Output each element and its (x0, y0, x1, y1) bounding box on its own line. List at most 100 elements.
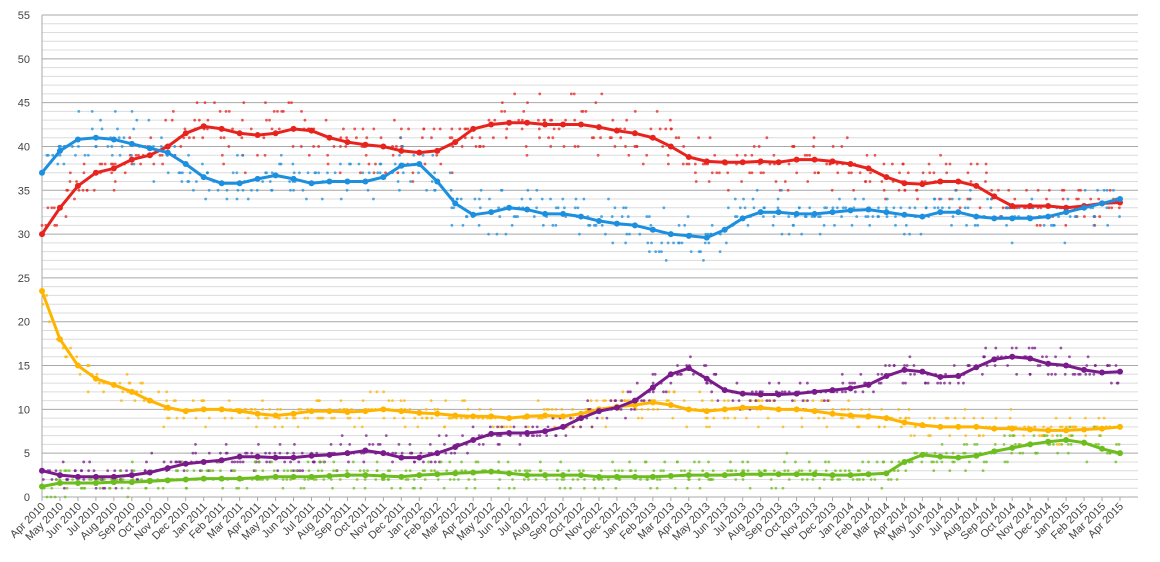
y-tick-label: 5 (24, 448, 30, 460)
poll-point (908, 232, 912, 236)
poll-point (957, 197, 961, 201)
trend-marker (254, 132, 261, 139)
poll-point (498, 425, 502, 429)
poll-point (933, 197, 937, 201)
poll-point (123, 171, 127, 175)
trend-marker (1081, 426, 1088, 433)
poll-point (160, 153, 164, 157)
poll-point (964, 469, 967, 473)
poll-point (885, 197, 889, 201)
poll-point (497, 486, 500, 490)
poll-point (498, 478, 502, 481)
trend-marker (182, 476, 189, 483)
poll-point (759, 171, 763, 175)
poll-point (432, 127, 436, 131)
poll-point (360, 425, 364, 429)
poll-point (372, 171, 376, 175)
poll-point (534, 478, 538, 481)
poll-point (236, 188, 240, 192)
poll-point (840, 145, 844, 148)
poll-point (268, 118, 271, 122)
poll-point (1092, 223, 1096, 227)
poll-point (398, 153, 401, 157)
poll-point (803, 153, 807, 157)
poll-point (257, 443, 260, 446)
poll-point (783, 460, 786, 464)
poll-point (338, 171, 342, 175)
poll-point (264, 451, 267, 455)
trend-marker (739, 404, 746, 411)
poll-point (152, 162, 156, 166)
poll-point (847, 171, 851, 175)
poll-point (371, 443, 375, 446)
poll-point (783, 180, 787, 183)
poll-point (740, 180, 744, 183)
poll-point (579, 425, 583, 429)
trend-marker (865, 206, 872, 213)
poll-point (496, 425, 499, 429)
poll-point (339, 197, 343, 201)
poll-point (831, 407, 835, 411)
trend-marker (1027, 215, 1034, 222)
poll-point (303, 478, 307, 481)
poll-point (698, 390, 702, 394)
poll-point (808, 206, 812, 210)
poll-point (594, 223, 598, 227)
poll-point (797, 469, 801, 473)
poll-point (831, 206, 835, 210)
poll-point (831, 478, 835, 481)
poll-point (895, 478, 899, 481)
poll-point (973, 223, 977, 227)
poll-point (1022, 434, 1026, 438)
poll-point (710, 399, 714, 402)
poll-point (707, 180, 711, 183)
trend-marker (991, 193, 998, 200)
poll-point (649, 223, 653, 227)
poll-point (179, 145, 183, 148)
poll-point (187, 136, 191, 140)
poll-point (1070, 425, 1074, 429)
poll-point (578, 469, 581, 473)
poll-point (1010, 346, 1014, 350)
poll-point (185, 486, 188, 490)
y-tick-label: 55 (18, 10, 30, 22)
trend-marker (685, 472, 692, 479)
poll-point (653, 372, 657, 376)
poll-point (211, 469, 215, 473)
poll-point (386, 478, 390, 481)
poll-point (397, 443, 401, 446)
poll-point (666, 162, 670, 166)
poll-point (119, 478, 123, 481)
poll-point (1028, 372, 1032, 376)
poll-point (395, 145, 398, 148)
trend-marker (865, 471, 872, 478)
poll-point (1098, 215, 1102, 218)
poll-point (1056, 451, 1060, 455)
poll-point (813, 171, 817, 175)
trend-marker (1063, 437, 1070, 444)
poll-point (164, 118, 168, 122)
poll-point (428, 443, 432, 446)
trend-marker (524, 430, 531, 437)
poll-point (600, 215, 603, 218)
poll-point (711, 469, 715, 473)
poll-point (270, 127, 274, 131)
poll-point (701, 162, 705, 166)
poll-point (1115, 443, 1118, 446)
poll-point (594, 101, 598, 105)
poll-point (1008, 416, 1012, 420)
poll-point (345, 469, 349, 473)
poll-point (235, 171, 239, 175)
poll-point (50, 206, 54, 210)
trend-marker (667, 231, 674, 238)
trend-marker (416, 454, 423, 461)
poll-point (443, 443, 446, 446)
trend-marker (1117, 368, 1123, 375)
poll-point (321, 416, 325, 420)
poll-point (593, 486, 597, 490)
poll-point (1045, 197, 1048, 201)
poll-point (962, 416, 966, 420)
poll-point (230, 469, 233, 473)
poll-point (853, 197, 857, 201)
trend-marker (56, 479, 63, 486)
